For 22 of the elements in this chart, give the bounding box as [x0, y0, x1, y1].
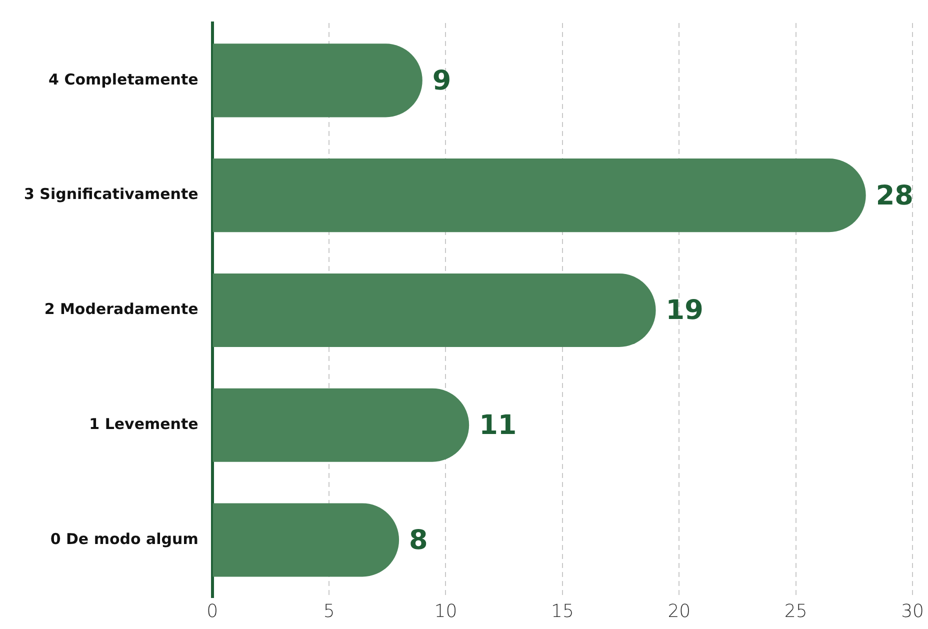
- x-tick-label: 10: [434, 600, 458, 622]
- y-tick-label: 2 Moderadamente: [44, 300, 198, 318]
- data-label: 11: [479, 410, 517, 442]
- y-tick-label: 1 Levemente: [89, 414, 198, 433]
- bar: [212, 158, 866, 232]
- data-label: 19: [666, 295, 704, 326]
- data-label: 9: [432, 65, 452, 96]
- bar: [212, 273, 656, 347]
- y-tick-label: 3 Significativamente: [24, 185, 198, 204]
- x-tick-label: 30: [901, 600, 924, 622]
- bar: [212, 44, 422, 118]
- data-label: 8: [409, 524, 428, 556]
- x-tick-label: 15: [550, 600, 574, 622]
- bar: [212, 388, 470, 462]
- x-tick-label: 5: [323, 600, 335, 622]
- data-label: 28: [876, 180, 914, 212]
- y-tick-label: 4 Completamente: [48, 70, 198, 88]
- x-tick-label: 0: [206, 600, 218, 622]
- y-tick-label: 0 De modo algum: [50, 530, 198, 548]
- x-tick-label: 20: [668, 600, 691, 622]
- bar: [212, 503, 400, 577]
- x-tick-label: 25: [784, 600, 808, 622]
